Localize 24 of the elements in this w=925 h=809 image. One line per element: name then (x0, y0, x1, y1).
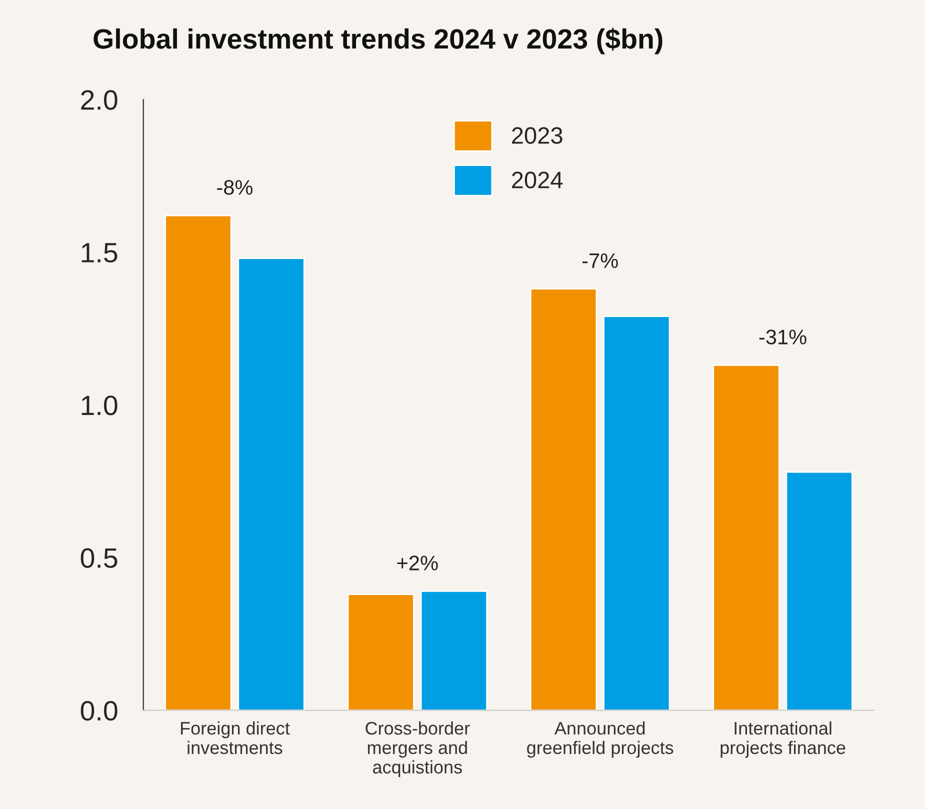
annotation: -7% (582, 253, 618, 268)
x-tick-label: Cross-border mergers and acquistions (366, 721, 470, 778)
bar (164, 214, 232, 710)
x-tick-label: Foreign direct investments (181, 721, 290, 754)
y-tick-label: 2.0 (81, 90, 118, 110)
y-tick-label: 1.0 (82, 396, 118, 416)
x-tick-label: Announced greenfield projects (527, 721, 674, 758)
chart-title: Global investment trends 2024 v 2023 ($bn) (94, 28, 662, 54)
x-tick-label: International projects finance (720, 721, 846, 758)
legend-label: 2024 (512, 172, 563, 188)
annotation: +2% (397, 556, 438, 570)
bar (238, 258, 305, 710)
y-tick-label: 0.5 (80, 548, 118, 568)
bar (603, 316, 670, 710)
bar (786, 471, 853, 710)
y-tick-label: 1.5 (82, 243, 118, 263)
bar (347, 594, 414, 710)
y-tick-label: 0.0 (80, 700, 118, 721)
annotation: -8% (217, 180, 252, 195)
annotation: -31% (759, 330, 806, 344)
legend-label: 2023 (512, 127, 562, 144)
bar (530, 288, 598, 710)
bar (420, 590, 488, 710)
bar (712, 364, 780, 710)
